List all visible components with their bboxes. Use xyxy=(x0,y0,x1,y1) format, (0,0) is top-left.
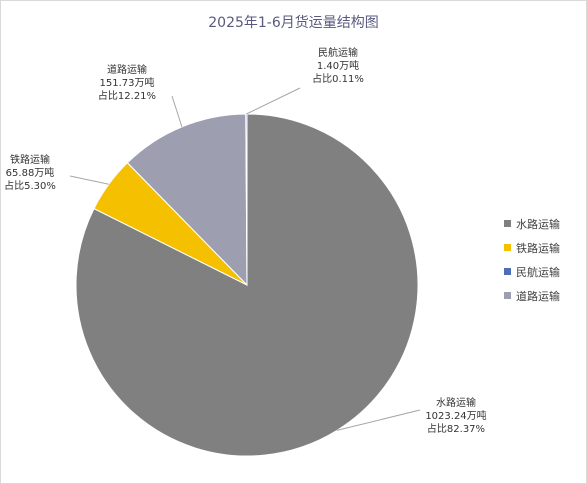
legend-label-3: 民航运输 xyxy=(516,266,560,279)
leader-line-3 xyxy=(246,87,301,115)
slice-value-label-1: 1023.24万吨 xyxy=(425,409,486,422)
legend-item-2: 铁路运输 xyxy=(504,243,560,267)
slice-name-label-4: 道路运输 xyxy=(107,63,147,76)
legend-swatch-2 xyxy=(504,244,511,251)
slice-name-label-2: 铁路运输 xyxy=(10,153,50,166)
leader-line-2 xyxy=(69,175,109,185)
slice-name-label-3: 民航运输 xyxy=(318,46,358,59)
legend-item-4: 道路运输 xyxy=(504,291,560,315)
leader-line-1 xyxy=(336,409,421,431)
chart-title: 2025年1-6月货运量结构图 xyxy=(208,15,379,31)
chart-legend: 水路运输铁路运输民航运输道路运输 xyxy=(504,219,560,315)
slice-share-label-4: 占比12.21% xyxy=(98,89,156,102)
slice-share-label-3: 占比0.11% xyxy=(312,72,364,85)
legend-item-3: 民航运输 xyxy=(504,267,560,291)
legend-label-2: 铁路运输 xyxy=(516,242,560,255)
legend-label-1: 水路运输 xyxy=(516,218,560,231)
legend-swatch-3 xyxy=(504,268,511,275)
slice-name-label-1: 水路运输 xyxy=(436,396,476,409)
legend-swatch-4 xyxy=(504,292,511,299)
legend-swatch-1 xyxy=(504,220,511,227)
leader-line-4 xyxy=(171,95,183,128)
slice-value-label-3: 1.40万吨 xyxy=(317,59,359,72)
slice-share-label-1: 占比82.37% xyxy=(427,422,485,435)
legend-label-4: 道路运输 xyxy=(516,290,560,303)
slice-value-label-2: 65.88万吨 xyxy=(6,166,55,179)
slice-value-label-4: 151.73万吨 xyxy=(100,76,155,89)
legend-item-1: 水路运输 xyxy=(504,219,560,243)
slice-share-label-2: 占比5.30% xyxy=(4,179,56,192)
pie-slice-4 xyxy=(126,113,248,287)
